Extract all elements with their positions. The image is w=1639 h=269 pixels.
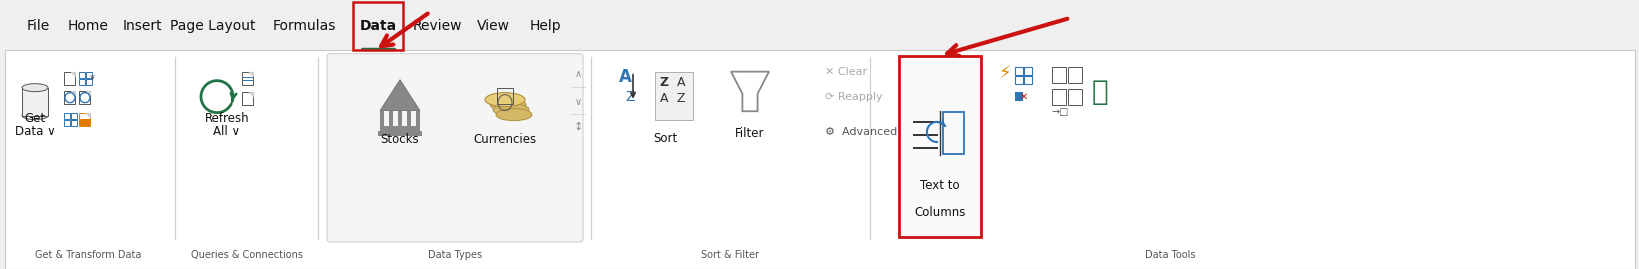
- Bar: [70, 113, 77, 119]
- Text: Currencies: Currencies: [474, 133, 536, 146]
- Text: Text to: Text to: [919, 179, 959, 192]
- Text: Queries & Connections: Queries & Connections: [190, 250, 303, 260]
- Bar: [406, 111, 411, 126]
- Text: Refresh: Refresh: [205, 112, 249, 125]
- Polygon shape: [249, 92, 252, 96]
- Bar: [497, 88, 513, 104]
- Text: Formulas: Formulas: [272, 19, 336, 33]
- Bar: [21, 88, 48, 116]
- Text: Data ∨: Data ∨: [15, 125, 56, 138]
- Bar: [79, 79, 85, 85]
- Text: Insert: Insert: [123, 19, 162, 33]
- Text: Data: Data: [359, 19, 397, 33]
- Text: Page Layout: Page Layout: [170, 19, 256, 33]
- Ellipse shape: [495, 109, 531, 121]
- Bar: [1023, 67, 1031, 75]
- Text: Sort: Sort: [652, 132, 677, 145]
- Ellipse shape: [21, 112, 48, 120]
- Text: ∧: ∧: [574, 69, 582, 79]
- Bar: [243, 92, 252, 105]
- Bar: [377, 131, 421, 136]
- Text: Get & Transform Data: Get & Transform Data: [34, 250, 141, 260]
- Bar: [1015, 67, 1023, 75]
- Bar: [1067, 89, 1082, 105]
- Bar: [79, 91, 90, 104]
- Text: Z: Z: [677, 92, 685, 105]
- Polygon shape: [380, 80, 420, 111]
- Bar: [942, 112, 964, 154]
- Bar: [85, 79, 92, 85]
- Bar: [380, 126, 420, 131]
- Bar: [380, 111, 384, 126]
- Bar: [388, 111, 393, 126]
- Text: Get: Get: [25, 112, 46, 125]
- Bar: [243, 72, 252, 85]
- Ellipse shape: [490, 99, 526, 111]
- Text: ⚡: ⚡: [998, 65, 1011, 83]
- Bar: [1023, 76, 1031, 84]
- Bar: [1015, 92, 1023, 101]
- Text: Stocks: Stocks: [380, 133, 420, 146]
- Bar: [398, 111, 402, 126]
- Polygon shape: [249, 72, 252, 76]
- Polygon shape: [85, 113, 90, 117]
- Text: ✕: ✕: [1019, 92, 1028, 102]
- Text: Help: Help: [529, 19, 561, 33]
- FancyBboxPatch shape: [898, 56, 980, 237]
- Bar: [0, 0, 1639, 52]
- Bar: [654, 72, 693, 120]
- Bar: [70, 120, 77, 126]
- Bar: [79, 113, 90, 126]
- Bar: [416, 111, 420, 126]
- Text: Z: Z: [624, 90, 634, 104]
- Text: A: A: [677, 76, 685, 89]
- Text: Sort & Filter: Sort & Filter: [700, 250, 759, 260]
- Bar: [64, 113, 70, 119]
- Bar: [1015, 76, 1023, 84]
- Ellipse shape: [485, 93, 524, 107]
- Text: Columns: Columns: [915, 206, 965, 219]
- Text: View: View: [477, 19, 510, 33]
- Bar: [79, 72, 85, 78]
- Polygon shape: [70, 91, 75, 95]
- Text: ✕ Clear: ✕ Clear: [824, 67, 867, 77]
- Text: Filter: Filter: [734, 127, 764, 140]
- Bar: [64, 91, 75, 104]
- Text: Home: Home: [67, 19, 108, 33]
- Bar: [64, 72, 75, 85]
- Bar: [1051, 89, 1065, 105]
- Bar: [1051, 67, 1065, 83]
- Polygon shape: [70, 72, 75, 76]
- Bar: [64, 120, 70, 126]
- Text: 🔋: 🔋: [1092, 78, 1108, 106]
- Text: ⚙  Advanced: ⚙ Advanced: [824, 127, 897, 137]
- Text: Data Tools: Data Tools: [1144, 250, 1195, 260]
- Text: A: A: [618, 68, 631, 86]
- Text: A: A: [659, 92, 669, 105]
- Polygon shape: [85, 91, 90, 95]
- Text: Data Types: Data Types: [428, 250, 482, 260]
- Text: File: File: [26, 19, 49, 33]
- Text: v: v: [90, 73, 95, 82]
- Text: ⟳ Reapply: ⟳ Reapply: [824, 92, 882, 102]
- FancyBboxPatch shape: [326, 54, 582, 242]
- Text: All ∨: All ∨: [213, 125, 241, 138]
- Ellipse shape: [21, 84, 48, 92]
- Bar: [79, 119, 90, 126]
- Text: ∨: ∨: [574, 97, 582, 107]
- Text: →□: →□: [1051, 107, 1069, 117]
- Ellipse shape: [493, 104, 529, 116]
- Text: Z: Z: [659, 76, 669, 89]
- Bar: [85, 72, 92, 78]
- Bar: [1067, 67, 1082, 83]
- Text: Review: Review: [411, 19, 462, 33]
- Text: ↕: ↕: [574, 122, 582, 132]
- Bar: [5, 50, 1634, 269]
